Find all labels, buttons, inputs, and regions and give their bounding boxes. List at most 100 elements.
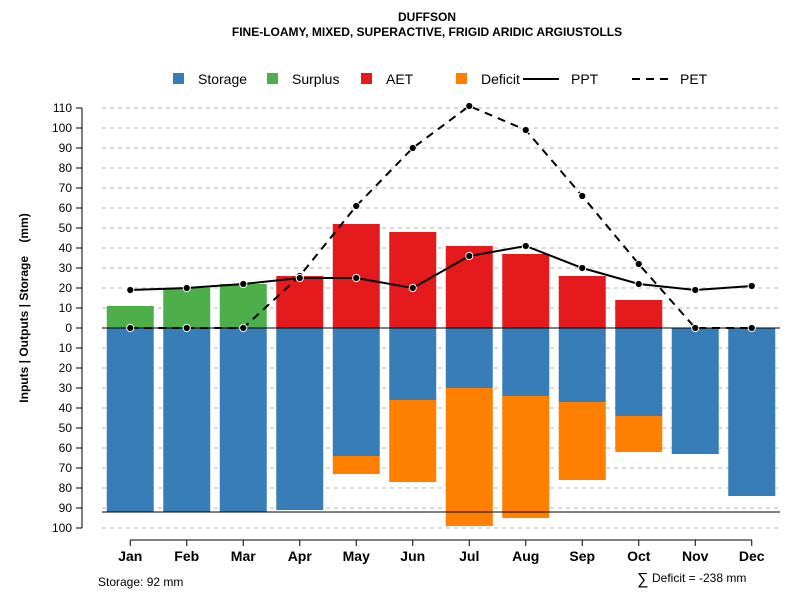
legend-label: Deficit [481,71,520,87]
storage-note: Storage: 92 mm [98,575,183,589]
bar-surplus [163,288,211,328]
pet-point [182,323,191,333]
pet-line [130,104,752,329]
bar-surplus [106,306,154,328]
bars [102,224,780,526]
ppt-point [521,241,530,251]
ppt-point [634,279,643,289]
ppt-point [408,283,417,293]
bar-storage [502,328,550,396]
pet-point [691,323,700,333]
ppt-line [130,244,752,292]
x-tick-label: Nov [682,548,709,564]
bar-storage [671,328,719,454]
ppt-point [352,273,361,283]
y-tick-label: 30 [59,261,73,275]
y-tick-label: 60 [59,441,73,455]
y-axis-label: Inputs | Outputs | Storage (mm) [17,213,31,402]
bar-storage [219,328,267,512]
axes: 1101009080706050403020100102030405060708… [52,101,765,564]
ppt-point [239,279,248,289]
pet-point [578,191,587,201]
bar-aet [615,300,663,328]
ppt-point [126,285,135,295]
ppt-point [465,251,474,261]
y-tick-label: 90 [59,501,73,515]
y-tick-label: 110 [53,101,72,115]
y-tick-label: 100 [52,521,72,535]
y-tick-label: 60 [59,201,73,215]
x-tick-label: Mar [231,548,256,564]
x-tick-label: Jul [459,548,479,564]
x-tick-label: Jan [118,548,142,564]
x-tick-label: Oct [627,548,651,564]
gridlines [102,107,780,529]
x-tick-label: Apr [288,548,313,564]
lines [126,101,756,333]
y-tick-label: 50 [59,221,73,235]
bar-aet [389,232,437,328]
chart-subtitle: FINE-LOAMY, MIXED, SUPERACTIVE, FRIGID A… [232,25,622,39]
legend: Storage Surplus AET Deficit PPT PET [173,71,708,87]
deficit-note: Deficit = -238 mm [652,571,746,585]
bar-surplus [219,284,267,328]
x-tick-label: Feb [174,548,199,564]
bar-aet [276,276,324,328]
bar-deficit [332,456,380,474]
y-tick-label: 10 [59,301,73,315]
bar-storage [558,328,606,402]
bar-storage [445,328,493,388]
x-tick-label: Aug [512,548,539,564]
legend-label: Storage [198,71,247,87]
y-tick-label: 30 [59,381,73,395]
y-tick-label: 40 [59,401,73,415]
ppt-point [182,283,191,293]
x-tick-label: Jun [400,548,425,564]
y-tick-label: 0 [65,321,72,335]
bar-storage [106,328,154,512]
ppt-point [691,285,700,295]
legend-label: PET [680,71,708,87]
y-tick-label: 90 [59,141,73,155]
x-tick-label: Sep [569,548,595,564]
x-tick-label: Dec [739,548,765,564]
bar-storage [389,328,437,400]
bar-storage [163,328,211,512]
legend-swatch [267,73,278,84]
x-tick-label: May [343,548,370,564]
legend-label: AET [386,71,414,87]
ppt-point [578,263,587,273]
pet-point [634,259,643,269]
bar-aet [558,276,606,328]
y-tick-label: 50 [59,421,73,435]
y-tick-label: 40 [59,241,73,255]
bar-aet [502,254,550,328]
y-tick-label: 20 [59,281,73,295]
legend-swatch [456,73,467,84]
bar-deficit [389,400,437,482]
bar-storage [615,328,663,416]
chart-title: DUFFSON [398,10,456,24]
y-tick-label: 20 [59,361,73,375]
pet-point [126,323,135,333]
legend-swatch [361,73,372,84]
pet-point [465,101,474,111]
bar-deficit [502,396,550,518]
legend-label: PPT [571,71,599,87]
bar-storage [332,328,380,456]
bar-deficit [615,416,663,452]
deficit-symbol: ∑ [637,571,648,588]
y-tick-label: 80 [59,481,73,495]
bar-deficit [558,402,606,480]
pet-point [352,201,361,211]
pet-point [521,125,530,135]
y-tick-label: 10 [59,341,73,355]
legend-swatch [173,73,184,84]
pet-point [239,323,248,333]
bar-storage [276,328,324,510]
pet-point [408,143,417,153]
y-tick-label: 80 [59,161,73,175]
y-tick-label: 70 [59,181,73,195]
bar-storage [728,328,776,496]
